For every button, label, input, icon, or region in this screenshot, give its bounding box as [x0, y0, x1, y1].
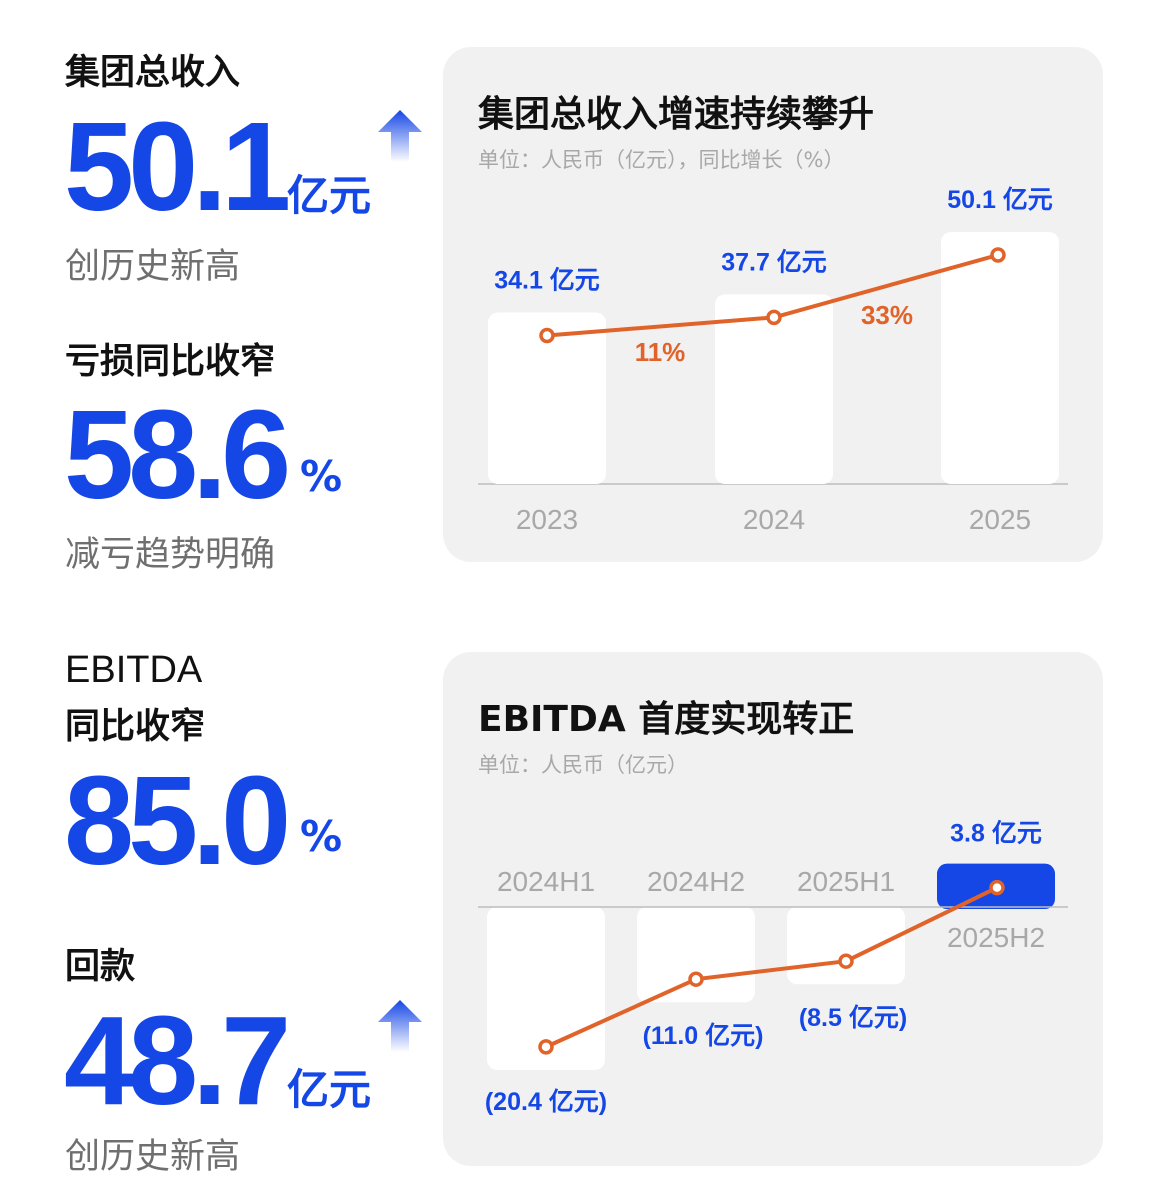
line-point — [539, 327, 555, 344]
category-label: 2025H2 — [947, 922, 1045, 953]
category-label: 2024H2 — [647, 866, 745, 897]
value-label: 37.7 亿元 — [721, 248, 827, 276]
chart-subtitle: 单位：人民币（亿元） — [478, 753, 688, 777]
bar-2024 — [715, 294, 833, 484]
line-point — [688, 971, 704, 987]
collection-unit: 亿元 — [287, 1065, 372, 1114]
bar-2023 — [488, 312, 606, 484]
loss-value: 58.6 — [64, 384, 291, 525]
value-label: 3.8 亿元 — [950, 820, 1042, 848]
up-arrow-icon — [378, 110, 422, 162]
value-label: (20.4 亿元) — [485, 1088, 607, 1116]
ebitda-value: 85.0 — [64, 750, 291, 891]
revenue-heading: 集团总收入 — [65, 53, 241, 93]
chart-title: 集团总收入增速持续攀升 — [478, 94, 875, 135]
category-label: 2024 — [743, 504, 805, 535]
category-label: 2023 — [516, 504, 578, 535]
chart-title: EBITDA 首度实现转正 — [478, 699, 855, 740]
line-point — [766, 309, 782, 326]
line-point — [838, 953, 854, 969]
collection-note: 创历史新高 — [65, 1137, 241, 1177]
value-label: 50.1 亿元 — [947, 186, 1053, 214]
value-label: (11.0 亿元) — [643, 1022, 764, 1050]
ebitda-chart-card: EBITDA 首度实现转正 单位：人民币（亿元） 2024H1 (20.4 亿元)… — [443, 652, 1103, 1166]
line-point — [990, 247, 1006, 263]
value-label: 34.1 亿元 — [494, 266, 600, 294]
revenue-value: 50.1 — [64, 96, 291, 237]
bar-2025 — [941, 231, 1059, 484]
chart-subtitle: 单位：人民币（亿元），同比增长（%） — [478, 148, 845, 172]
category-label: 2024H1 — [497, 866, 595, 897]
ebitda-heading-line1: EBITDA — [65, 649, 203, 691]
line-point — [538, 1039, 554, 1055]
ebitda-heading-line2: 同比收窄 — [65, 707, 206, 747]
revenue-chart-card: 集团总收入增速持续攀升 单位：人民币（亿元），同比增长（%） 34.1 亿元 20… — [443, 47, 1103, 562]
loss-note: 减亏趋势明确 — [65, 535, 276, 575]
category-label: 2025H1 — [797, 866, 895, 897]
bar-2024H1 — [487, 907, 605, 1070]
growth-label: 33% — [861, 300, 913, 330]
ebitda-chart: 2024H1 (20.4 亿元) 2024H2 (11.0 亿元) 2025H1 (8.5… — [478, 820, 1068, 1116]
value-label: (8.5 亿元) — [799, 1004, 907, 1032]
ebitda-line — [545, 885, 998, 1049]
loss-heading: 亏损同比收窄 — [65, 342, 276, 382]
collection-heading: 回款 — [65, 947, 136, 987]
revenue-note: 创历史新高 — [65, 247, 241, 287]
loss-unit: % — [300, 452, 343, 501]
bar-2025H1 — [787, 907, 905, 985]
revenue-chart: 34.1 亿元 2023 37.7 亿元 2024 50.1 亿元 2025 11% 33% — [478, 186, 1068, 535]
up-arrow-icon — [378, 1000, 422, 1052]
growth-label: 11% — [635, 337, 686, 367]
revenue-unit: 亿元 — [287, 171, 372, 220]
bar-2024H2 — [637, 907, 755, 1003]
line-point — [989, 879, 1005, 896]
collection-value: 48.7 — [64, 990, 291, 1131]
category-label: 2025 — [969, 504, 1031, 535]
ebitda-unit: % — [300, 812, 343, 861]
